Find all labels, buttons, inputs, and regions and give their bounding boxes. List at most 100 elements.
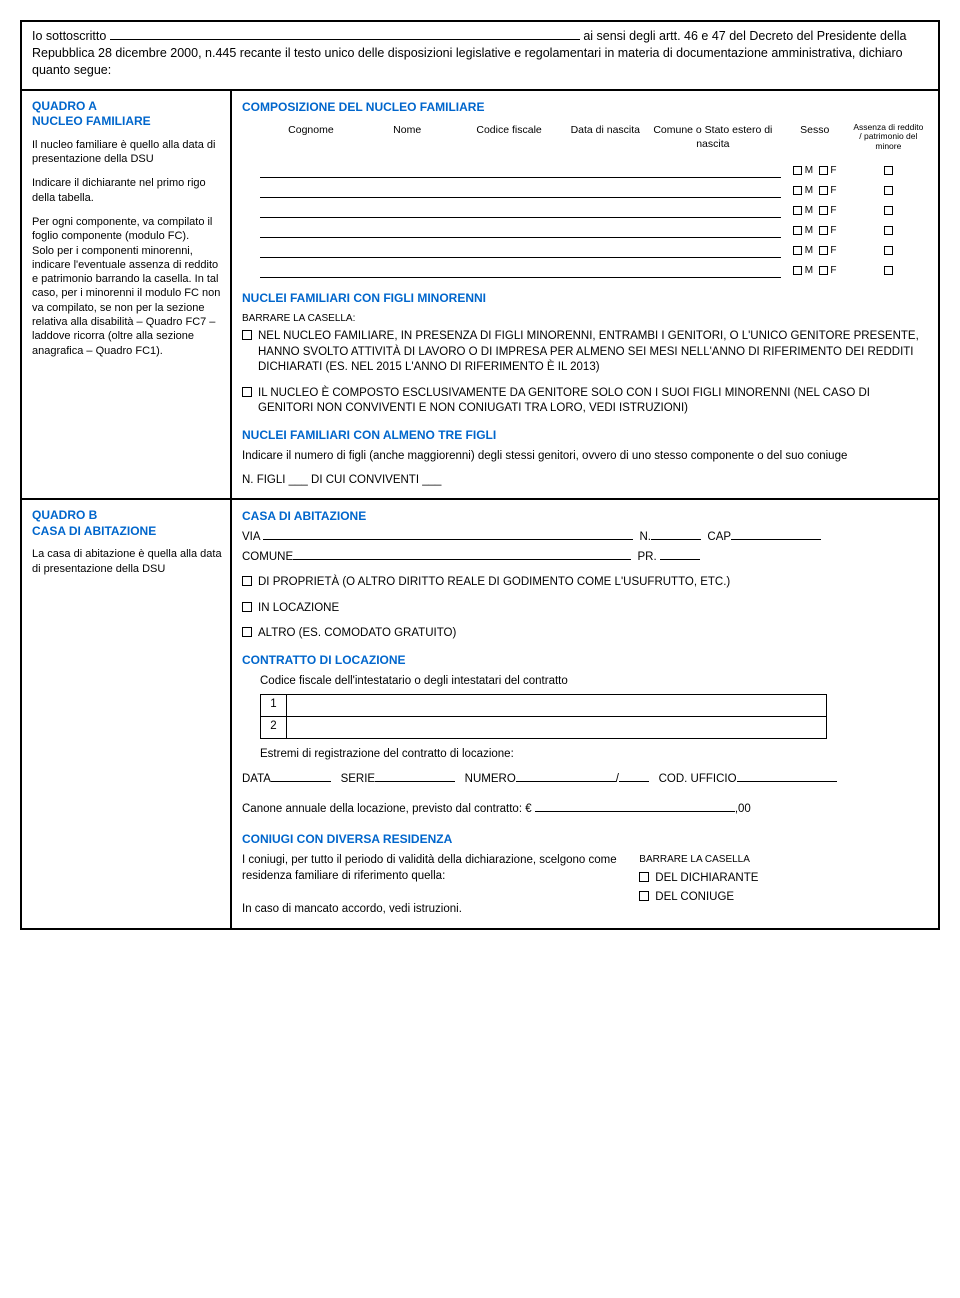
- coniugi-desc: I coniugi, per tutto il periodo di valid…: [242, 853, 619, 884]
- coniugi-checkbox-dichiarante[interactable]: [639, 872, 649, 882]
- casa-opt3: ALTRO (ES. COMODATO GRATUITO): [258, 626, 928, 642]
- table-cell[interactable]: [260, 157, 362, 177]
- casa-checkbox-proprieta[interactable]: [242, 576, 252, 586]
- quadro-a-sidebar: QUADRO A NUCLEO FAMILIARE Il nucleo fami…: [22, 91, 232, 499]
- table-cell[interactable]: [645, 197, 781, 217]
- table-cell[interactable]: [645, 257, 781, 277]
- minorenni-opt2: IL NUCLEO È COMPOSTO ESCLUSIVAMENTE DA G…: [258, 386, 928, 417]
- intest-label: Codice fiscale dell'intestatario o degli…: [242, 674, 928, 690]
- cod-input[interactable]: [737, 781, 837, 782]
- sesso-cell[interactable]: M F: [781, 237, 849, 257]
- col-cognome: Cognome: [260, 121, 362, 157]
- table-cell[interactable]: [645, 177, 781, 197]
- table-cell[interactable]: [362, 197, 453, 217]
- sesso-cell[interactable]: M F: [781, 217, 849, 237]
- assenza-cell[interactable]: [849, 177, 928, 197]
- table-cell[interactable]: [362, 177, 453, 197]
- table-cell[interactable]: [566, 177, 645, 197]
- table-cell[interactable]: [452, 177, 565, 197]
- coniugi-checkbox-coniuge[interactable]: [639, 891, 649, 901]
- pr-input[interactable]: [660, 559, 700, 560]
- table-cell[interactable]: [260, 257, 362, 277]
- table-cell[interactable]: [362, 217, 453, 237]
- serie-input[interactable]: [375, 781, 455, 782]
- table-cell[interactable]: [566, 237, 645, 257]
- comp-heading: COMPOSIZIONE DEL NUCLEO FAMILIARE: [242, 99, 928, 115]
- table-cell[interactable]: [645, 237, 781, 257]
- coniugi-opt2: DEL CONIUGE: [655, 890, 928, 906]
- minorenni-heading: NUCLEI FAMILIARI CON FIGLI MINORENNI: [242, 290, 928, 306]
- quadro-b-title2: CASA DI ABITAZIONE: [32, 524, 156, 538]
- table-row: M F: [260, 257, 928, 277]
- coniugi-heading: CONIUGI CON DIVERSA RESIDENZA: [242, 831, 928, 847]
- table-cell[interactable]: [452, 257, 565, 277]
- col-sesso: Sesso: [781, 121, 849, 157]
- sesso-cell[interactable]: M F: [781, 257, 849, 277]
- table-cell[interactable]: [645, 157, 781, 177]
- intest-row-1: 1: [261, 694, 287, 716]
- table-row: M F: [260, 237, 928, 257]
- signatory-blank[interactable]: [110, 39, 580, 40]
- via-label: VIA: [242, 531, 260, 543]
- intest-input-2[interactable]: [287, 716, 827, 738]
- col-comune: Comune o Stato estero di nascita: [645, 121, 781, 157]
- table-cell[interactable]: [452, 197, 565, 217]
- assenza-cell[interactable]: [849, 237, 928, 257]
- assenza-cell[interactable]: [849, 197, 928, 217]
- quadro-a-p4: Solo per i componenti minorenni, indicar…: [32, 244, 222, 358]
- casa-checkbox-altro[interactable]: [242, 627, 252, 637]
- cap-input[interactable]: [731, 539, 821, 540]
- table-cell[interactable]: [566, 197, 645, 217]
- table-cell[interactable]: [260, 197, 362, 217]
- minorenni-opt1: NEL NUCLEO FAMILIARE, IN PRESENZA DI FIG…: [258, 329, 928, 376]
- numero-input[interactable]: [516, 781, 616, 782]
- intest-input-1[interactable]: [287, 694, 827, 716]
- comune-label: COMUNE: [242, 551, 293, 563]
- quadro-a-p3: Per ogni componente, va compilato il fog…: [32, 215, 222, 244]
- estremi-label: Estremi di registrazione del contratto d…: [242, 747, 928, 763]
- sesso-cell[interactable]: M F: [781, 197, 849, 217]
- casa-opt1: DI PROPRIETÀ (O ALTRO DIRITTO REALE DI G…: [258, 575, 928, 591]
- canone-label: Canone annuale della locazione, previsto…: [242, 803, 532, 815]
- col-assenza: Assenza di reddito / patrimonio del mino…: [849, 121, 928, 157]
- minorenni-checkbox-1[interactable]: [242, 330, 252, 340]
- sesso-cell[interactable]: M F: [781, 177, 849, 197]
- via-input[interactable]: [263, 539, 633, 540]
- composition-table: Cognome Nome Codice fiscale Data di nasc…: [260, 121, 928, 278]
- table-row: M F: [260, 157, 928, 177]
- assenza-cell[interactable]: [849, 217, 928, 237]
- table-cell[interactable]: [362, 257, 453, 277]
- col-cf: Codice fiscale: [452, 121, 565, 157]
- table-cell[interactable]: [645, 217, 781, 237]
- table-cell[interactable]: [260, 237, 362, 257]
- casa-opt2: IN LOCAZIONE: [258, 601, 928, 617]
- assenza-cell[interactable]: [849, 257, 928, 277]
- table-cell[interactable]: [566, 257, 645, 277]
- numero-input-2[interactable]: [619, 781, 649, 782]
- quadro-a-content: COMPOSIZIONE DEL NUCLEO FAMILIARE Cognom…: [232, 91, 938, 499]
- table-cell[interactable]: [260, 217, 362, 237]
- data-input[interactable]: [271, 781, 331, 782]
- table-cell[interactable]: [362, 237, 453, 257]
- casa-heading: CASA DI ABITAZIONE: [242, 508, 928, 524]
- table-cell[interactable]: [566, 157, 645, 177]
- intro-post: ai sensi degli artt. 46 e 47 del Decreto: [583, 29, 793, 43]
- minorenni-checkbox-2[interactable]: [242, 387, 252, 397]
- table-cell[interactable]: [452, 217, 565, 237]
- comune-input[interactable]: [293, 559, 631, 560]
- pr-label: PR.: [638, 551, 657, 563]
- assenza-cell[interactable]: [849, 157, 928, 177]
- quadro-b-p1: La casa di abitazione è quella alla data…: [32, 547, 222, 576]
- data-label: DATA: [242, 773, 271, 785]
- n-input[interactable]: [651, 539, 701, 540]
- table-cell[interactable]: [452, 157, 565, 177]
- table-cell[interactable]: [566, 217, 645, 237]
- table-cell[interactable]: [260, 177, 362, 197]
- canone-input[interactable]: [535, 811, 735, 812]
- table-cell[interactable]: [452, 237, 565, 257]
- casa-checkbox-locazione[interactable]: [242, 602, 252, 612]
- trefigli-desc: Indicare il numero di figli (anche maggi…: [242, 449, 928, 465]
- canone-suffix: ,00: [735, 803, 751, 815]
- sesso-cell[interactable]: M F: [781, 157, 849, 177]
- table-cell[interactable]: [362, 157, 453, 177]
